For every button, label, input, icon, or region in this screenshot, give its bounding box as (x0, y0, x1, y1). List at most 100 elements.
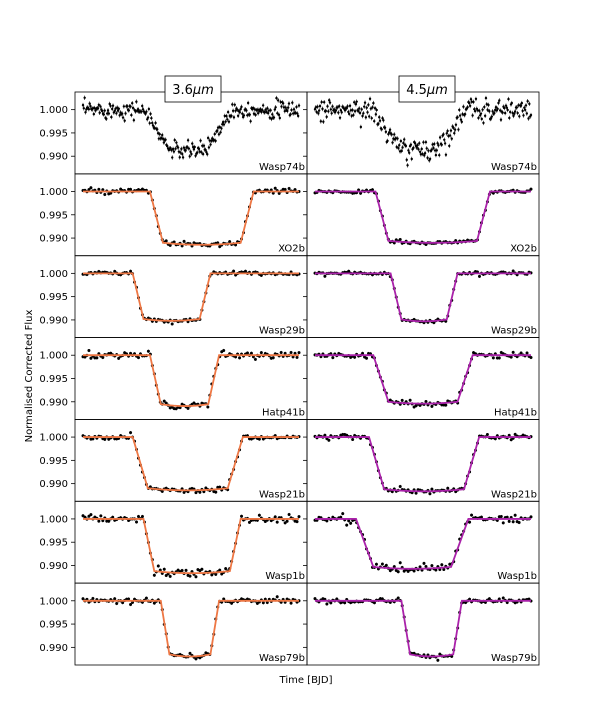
data-point (521, 109, 524, 113)
data-point (218, 485, 222, 489)
data-point (503, 111, 507, 115)
data-point (325, 602, 329, 606)
data-points (313, 350, 533, 409)
data-point (272, 116, 276, 119)
data-point (352, 101, 356, 104)
data-point (378, 119, 382, 122)
data-point (367, 103, 370, 107)
data-point (82, 107, 86, 110)
data-point (213, 132, 216, 136)
data-point (236, 114, 240, 118)
panel-Wasp79b-3-6: 1.000 0.995 0.990 Wasp79b (39, 582, 308, 666)
data-point (517, 520, 521, 524)
data-point (179, 151, 182, 154)
data-point (319, 120, 323, 123)
data-point (329, 601, 333, 605)
data-point (222, 348, 226, 352)
data-point (249, 351, 253, 355)
data-point (463, 112, 467, 116)
data-point (473, 109, 477, 113)
data-point (434, 153, 438, 157)
data-point (89, 186, 93, 190)
data-point (506, 108, 509, 112)
panel-Wasp1b-3-6: 1.000 0.995 0.990 Wasp1b (39, 500, 308, 584)
data-point (107, 112, 111, 115)
data-point (254, 113, 257, 117)
data-point (377, 122, 380, 126)
data-point (478, 109, 481, 113)
data-point (281, 102, 285, 105)
data-point (278, 116, 282, 120)
data-point (370, 116, 373, 120)
data-point (297, 515, 301, 519)
data-point (121, 116, 125, 119)
data-point (348, 104, 352, 108)
data-point (453, 132, 456, 135)
data-point (458, 114, 462, 117)
data-point (103, 192, 107, 196)
data-point (322, 120, 325, 123)
data-point (289, 350, 293, 354)
planet-label: XO2b (510, 244, 537, 255)
data-point (129, 431, 133, 435)
data-point (297, 351, 301, 355)
data-point (372, 101, 375, 105)
data-point (122, 105, 126, 108)
data-point (222, 597, 226, 601)
data-point (433, 142, 436, 146)
data-point (271, 356, 275, 360)
data-point (162, 399, 166, 403)
data-point (498, 109, 502, 112)
data-point (524, 104, 528, 107)
data-point (396, 596, 400, 600)
data-point (129, 105, 132, 108)
data-point (218, 245, 222, 249)
data-points (81, 95, 301, 160)
data-point (487, 103, 490, 107)
data-point (323, 433, 327, 437)
data-point (409, 143, 413, 146)
data-point (380, 128, 383, 131)
data-point (438, 153, 441, 157)
data-point (321, 107, 324, 111)
data-point (375, 108, 378, 112)
data-point (87, 188, 91, 192)
data-point (496, 107, 499, 111)
data-point (190, 152, 193, 156)
data-point (442, 567, 446, 571)
data-point (378, 116, 381, 119)
data-point (156, 128, 159, 131)
data-point (161, 133, 164, 137)
data-point (181, 156, 185, 159)
data-point (529, 113, 533, 117)
panel-Wasp74b-4-5: Wasp74b (303, 91, 540, 175)
data-point (219, 131, 222, 134)
data-point (338, 116, 342, 119)
data-point (233, 103, 236, 106)
data-point (105, 117, 108, 121)
model-fit-line (83, 272, 299, 322)
data-point (131, 101, 134, 105)
data-point (194, 491, 198, 495)
data-point (347, 269, 351, 273)
data-point (287, 512, 291, 516)
data-point (291, 101, 294, 104)
data-point (269, 109, 272, 112)
data-point (123, 119, 126, 122)
data-point (251, 106, 255, 110)
data-point (359, 191, 363, 195)
data-point (224, 567, 228, 571)
data-point (129, 269, 133, 273)
data-point (420, 147, 423, 151)
y-tick-label: 0.990 (39, 152, 68, 163)
data-point (450, 137, 453, 140)
data-point (337, 105, 341, 108)
data-point (89, 513, 93, 517)
data-point (393, 133, 396, 136)
data-point (275, 595, 279, 599)
data-point (286, 106, 290, 109)
data-point (287, 187, 291, 191)
data-point (295, 355, 299, 359)
y-tick-label: 0.995 (39, 538, 68, 549)
data-point (325, 519, 329, 523)
